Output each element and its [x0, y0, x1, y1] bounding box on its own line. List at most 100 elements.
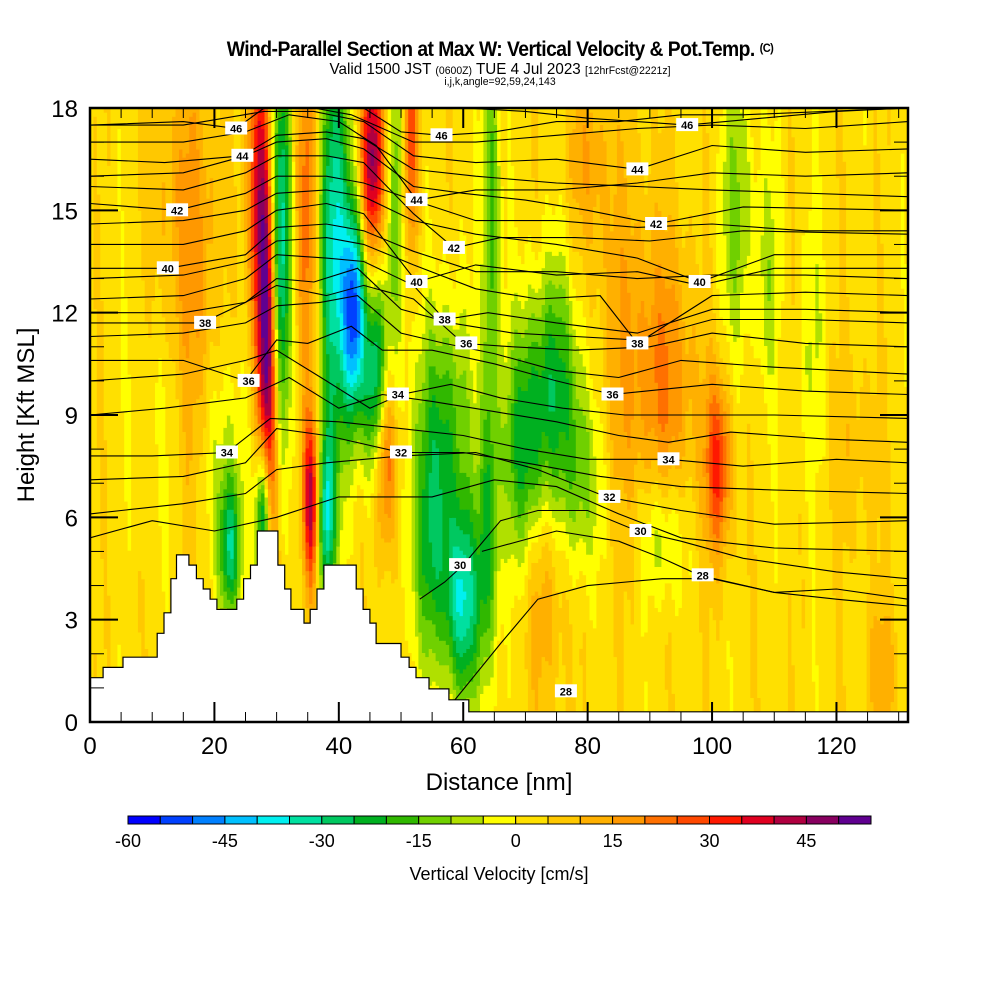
velocity-cell [202, 165, 207, 355]
velocity-cell [278, 108, 283, 121]
contour-label: 46 [681, 120, 693, 132]
velocity-cell [521, 337, 526, 363]
velocity-cell [346, 124, 351, 162]
velocity-cell [551, 451, 556, 477]
velocity-cell [216, 108, 221, 125]
velocity-cell [220, 316, 224, 392]
velocity-cell [363, 505, 368, 596]
velocity-cell [531, 525, 536, 543]
velocity-cell [435, 447, 440, 580]
velocity-cell [705, 550, 710, 722]
velocity-cell [548, 525, 553, 551]
velocity-cell [572, 586, 577, 698]
colorbar-segment [256, 815, 291, 825]
velocity-cell [514, 365, 519, 404]
velocity-cell [261, 406, 266, 420]
colorbar-tick-label: -30 [309, 831, 335, 851]
contour-label-bg [657, 452, 680, 466]
velocity-cell [603, 558, 608, 722]
velocity-cell [384, 423, 389, 441]
velocity-cell [548, 279, 553, 306]
velocity-cell [391, 296, 396, 346]
velocity-cell [757, 108, 762, 170]
velocity-cell [165, 108, 170, 342]
velocity-cell [883, 615, 888, 715]
velocity-cell [500, 427, 505, 486]
colorbar: -60 -45 -30 -15 0 15 30 45 [115, 815, 872, 851]
velocity-cell [380, 324, 385, 367]
velocity-cell [411, 202, 416, 228]
velocity-cell [226, 108, 231, 293]
velocity-cell [627, 599, 632, 722]
velocity-cell [346, 496, 351, 559]
velocity-cell [346, 464, 351, 498]
velocity-cell [391, 537, 396, 584]
velocity-cell [613, 108, 618, 195]
velocity-cell [374, 341, 378, 387]
velocity-cell [613, 194, 618, 477]
velocity-cell [569, 108, 573, 134]
velocity-cell [558, 108, 563, 195]
velocity-cell [712, 619, 717, 722]
velocity-cell [486, 656, 491, 686]
velocity-cell [859, 476, 864, 722]
velocity-cell [483, 631, 488, 658]
velocity-cell [733, 148, 738, 293]
velocity-cell [326, 455, 331, 482]
velocity-cell [374, 112, 378, 134]
velocity-cell [562, 496, 567, 523]
velocity-cell [445, 619, 450, 645]
velocity-cell [548, 488, 553, 510]
colorbar-segment [838, 815, 872, 825]
contour-label-bg [442, 240, 465, 254]
velocity-cell [449, 615, 454, 637]
velocity-cell [719, 116, 724, 318]
velocity-cell [425, 349, 430, 400]
velocity-cell [798, 108, 803, 514]
colorbar-segment [385, 815, 420, 825]
velocity-cell [374, 423, 378, 437]
velocity-cell [716, 108, 721, 154]
velocity-cell [866, 554, 871, 592]
velocity-cell [261, 374, 266, 396]
velocity-cell [709, 488, 714, 518]
velocity-cell [695, 108, 700, 265]
velocity-cell [510, 108, 515, 166]
velocity-cell [449, 279, 454, 318]
velocity-cell [610, 230, 614, 441]
velocity-cell [339, 214, 344, 256]
velocity-cell [709, 537, 714, 563]
velocity-cell [900, 108, 905, 154]
utc-time: (0600Z) [435, 65, 473, 77]
velocity-cell [459, 689, 464, 707]
velocity-cell [415, 271, 419, 314]
velocity-cell [339, 108, 344, 113]
velocity-cell [274, 132, 279, 265]
velocity-cell [278, 357, 283, 391]
velocity-cell [476, 120, 481, 363]
velocity-cell [774, 582, 779, 722]
velocity-cell [179, 108, 183, 150]
velocity-cell [442, 640, 447, 666]
velocity-cell [445, 664, 450, 690]
velocity-cell [350, 116, 354, 162]
contour-label-bg [194, 315, 217, 329]
velocity-cell [589, 108, 594, 113]
velocity-cell [384, 406, 389, 424]
velocity-cell [719, 435, 724, 502]
velocity-cell [213, 108, 218, 346]
velocity-cell [712, 550, 717, 576]
velocity-cell [480, 533, 484, 600]
velocity-cell [442, 664, 447, 694]
velocity-cell [623, 492, 628, 592]
velocity-cell [582, 509, 587, 543]
velocity-cell [767, 374, 772, 445]
velocity-cell [473, 570, 478, 625]
velocity-cell [329, 529, 334, 551]
velocity-cell [339, 312, 344, 351]
velocity-cell [493, 108, 498, 125]
velocity-cell [257, 406, 262, 424]
velocity-cell [586, 194, 591, 248]
velocity-cell [216, 124, 221, 347]
velocity-cell [404, 214, 409, 256]
